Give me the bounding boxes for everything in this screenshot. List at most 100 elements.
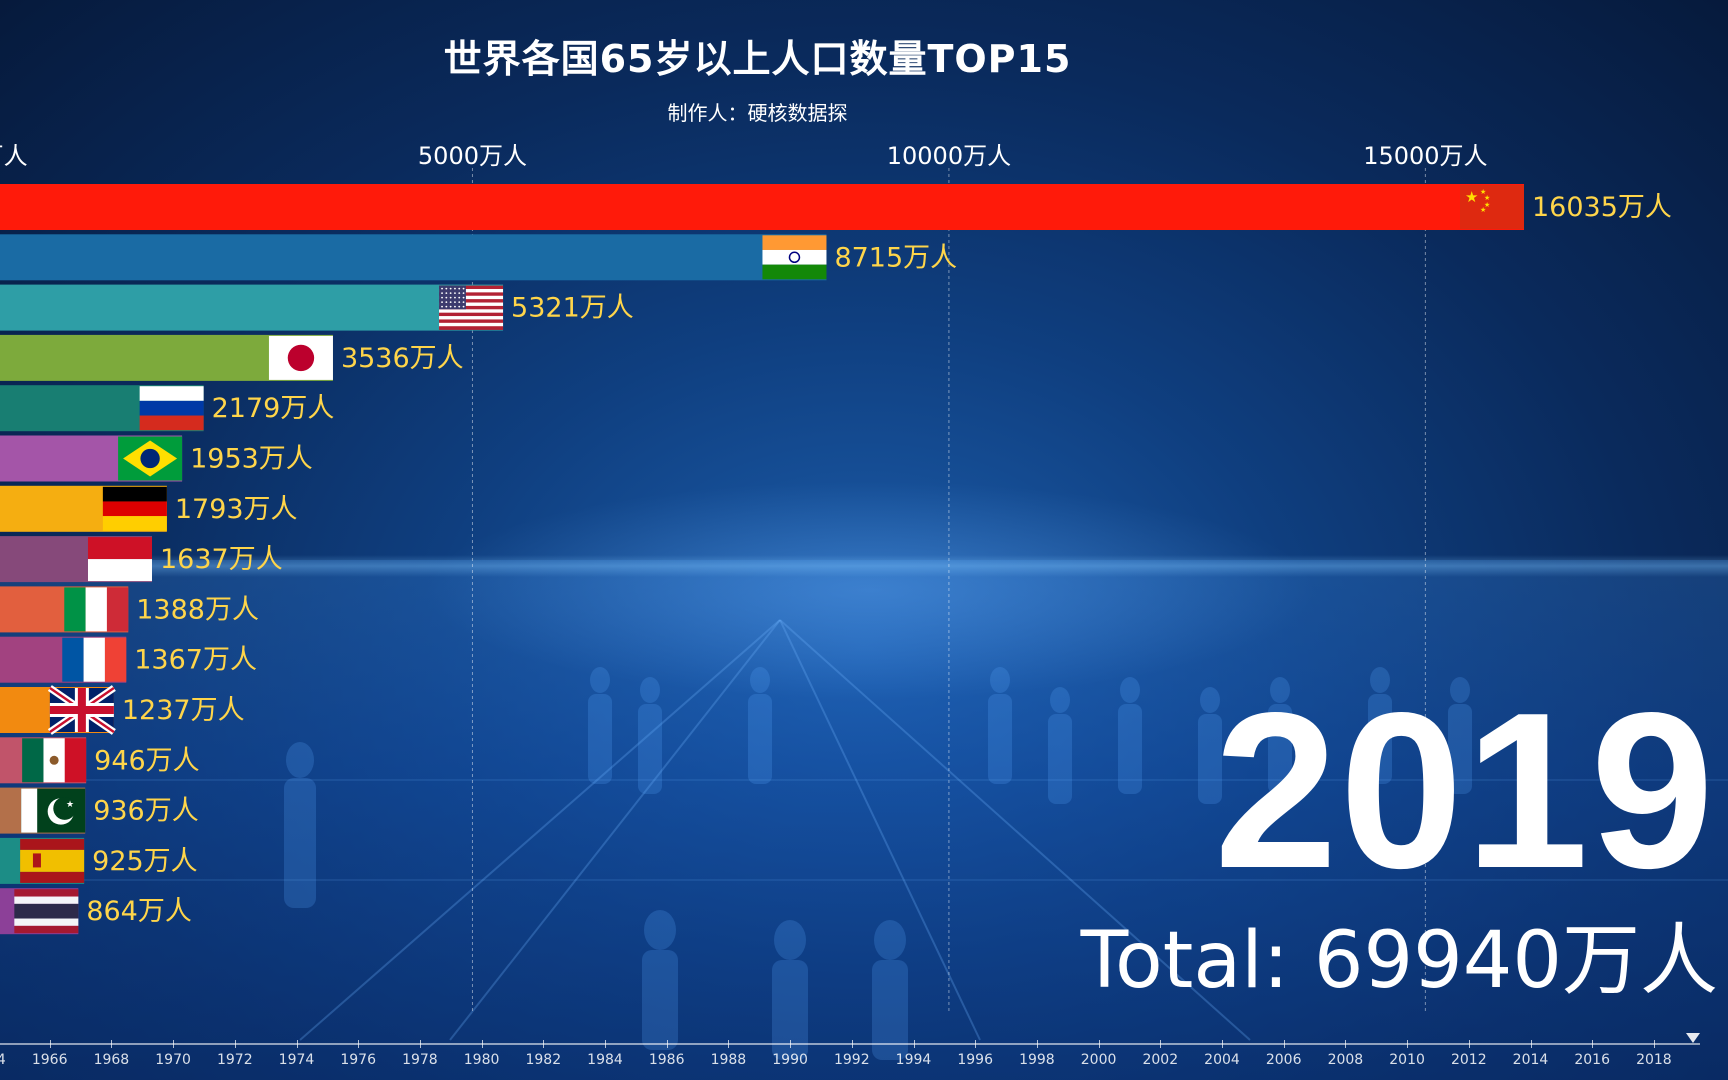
india-flag <box>762 235 827 280</box>
timeline-tick <box>111 1040 113 1048</box>
timeline-tick <box>1160 1040 1162 1048</box>
bar-value-label: 1367万人 <box>134 645 257 676</box>
timeline-year-label[interactable]: 1990 <box>772 1052 808 1068</box>
germany-flag <box>102 486 167 531</box>
background-glow <box>420 480 1320 700</box>
pakistan-flag: ★ <box>21 788 86 833</box>
timeline-tick <box>851 1040 853 1048</box>
timeline-tick <box>1098 1040 1100 1048</box>
timeline-tick <box>296 1040 298 1048</box>
timeline-tick <box>666 1040 668 1048</box>
timeline-tick <box>358 1040 360 1048</box>
timeline-year-label[interactable]: 1982 <box>525 1052 562 1068</box>
bar-value-label: 1388万人 <box>136 594 259 625</box>
timeline-tick <box>481 1040 483 1048</box>
timeline-year-label[interactable]: 1984 <box>587 1052 623 1068</box>
timeline-year-label[interactable]: 1988 <box>710 1052 747 1068</box>
timeline-year-label[interactable]: 2004 <box>1204 1052 1240 1068</box>
svg-text:★: ★ <box>66 800 74 810</box>
background-horizon <box>0 555 1728 577</box>
bar-value-label: 936万人 <box>93 796 199 827</box>
timeline-year-label[interactable]: 2016 <box>1574 1052 1611 1068</box>
bar-chart: 0万人5000万人10000万人15000万人★★★★★16035万人8715万… <box>0 142 1672 935</box>
timeline-tick <box>1345 1040 1347 1048</box>
svg-text:★: ★ <box>1484 201 1490 209</box>
x-axis-tick-label: 10000万人 <box>887 142 1011 170</box>
x-axis-tick-label: 5000万人 <box>418 142 527 170</box>
timeline-tick <box>1222 1040 1223 1048</box>
timeline-year-label[interactable]: 1972 <box>216 1052 253 1068</box>
svg-text:★: ★ <box>1465 188 1478 206</box>
timeline-tick <box>790 1040 792 1048</box>
timeline-track[interactable] <box>0 1043 1700 1045</box>
timeline-tick <box>975 1040 977 1048</box>
timeline-tick <box>1592 1040 1594 1048</box>
x-axis-tick-label: 0万人 <box>0 142 28 170</box>
timeline-tick <box>913 1040 915 1048</box>
chart-title: 世界各国65岁以上人口数量TOP15 <box>443 37 1072 81</box>
timeline-year-label[interactable]: 1992 <box>833 1052 870 1068</box>
timeline-marker-icon[interactable] <box>1686 1033 1700 1043</box>
timeline-year-label[interactable]: 2010 <box>1389 1052 1425 1068</box>
spain-flag <box>20 838 85 883</box>
timeline-year-label[interactable]: 2000 <box>1080 1052 1117 1068</box>
bar-value-label: 1953万人 <box>190 444 313 475</box>
uk-flag <box>47 685 116 735</box>
timeline-year-label[interactable]: 1964 <box>0 1052 6 1068</box>
timeline-tick <box>173 1040 175 1048</box>
timeline-year-label[interactable]: 1966 <box>31 1052 68 1068</box>
bar-value-label: 925万人 <box>92 846 198 877</box>
timeline-tick <box>728 1040 730 1048</box>
bar-value-label: 8715万人 <box>834 242 957 273</box>
bar-value-label: 1637万人 <box>160 544 283 575</box>
thailand-flag <box>14 889 79 934</box>
bar-value-label: 16035万人 <box>1532 192 1672 223</box>
italy-flag <box>64 587 129 632</box>
timeline-year-label[interactable]: 2018 <box>1636 1052 1672 1068</box>
bar-value-label: 3536万人 <box>341 343 464 374</box>
timeline-year-label[interactable]: 1978 <box>402 1052 438 1068</box>
year-timeline[interactable]: 1964 1966 1968 1970 1972 1974 1976 1978 1980 1982… <box>0 1033 1728 1080</box>
timeline-tick <box>234 1040 236 1048</box>
timeline-year-label[interactable]: 2014 <box>1512 1052 1549 1068</box>
timeline-year-label[interactable]: 1998 <box>1019 1052 1055 1068</box>
timeline-tick <box>1530 1040 1532 1048</box>
timeline-year-label[interactable]: 1994 <box>895 1052 932 1068</box>
japan-flag <box>268 335 333 380</box>
total-label: Total: 69940万人 <box>1080 916 1718 1006</box>
timeline-year-label[interactable]: 2008 <box>1327 1052 1364 1068</box>
timeline-tick <box>49 1040 51 1048</box>
timeline-tick <box>419 1040 421 1048</box>
svg-text:★: ★ <box>1480 206 1486 214</box>
bar-value-label: 1237万人 <box>122 695 245 726</box>
timeline-year-label[interactable]: 1970 <box>155 1052 191 1068</box>
x-axis-tick-label: 15000万人 <box>1363 142 1487 170</box>
timeline-year-label[interactable]: 1980 <box>463 1052 500 1068</box>
timeline-year-label[interactable]: 2002 <box>1142 1052 1179 1068</box>
timeline-year-label[interactable]: 1986 <box>648 1052 685 1068</box>
timeline-year-label[interactable]: 1968 <box>93 1052 130 1068</box>
bar-value-label: 1793万人 <box>175 494 298 525</box>
indonesia-flag <box>87 537 152 582</box>
france-flag <box>62 637 127 682</box>
russia-flag <box>139 386 204 431</box>
bar-value-label: 2179万人 <box>212 393 335 424</box>
brazil-flag <box>118 436 183 481</box>
timeline-tick <box>1468 1040 1470 1048</box>
svg-text:★: ★ <box>1480 188 1486 196</box>
timeline-tick <box>605 1040 606 1048</box>
timeline-year-label[interactable]: 1974 <box>278 1052 315 1068</box>
china-flag: ★ ★★★★ <box>1460 185 1524 229</box>
timeline-tick <box>1283 1040 1285 1048</box>
timeline-year-label[interactable]: 1976 <box>340 1052 377 1068</box>
current-year: 2019 <box>1214 667 1716 915</box>
chart-subtitle: 制作人：硬核数据探 <box>667 101 848 125</box>
bar-value-label: 946万人 <box>94 745 200 776</box>
timeline-year-label[interactable]: 2006 <box>1265 1052 1302 1068</box>
timeline-year-label[interactable]: 1996 <box>957 1052 994 1068</box>
timeline-year-label[interactable]: 2012 <box>1450 1052 1487 1068</box>
timeline-tick <box>1036 1040 1038 1048</box>
bar-value-label: 864万人 <box>86 896 192 927</box>
timeline-tick <box>1653 1040 1655 1048</box>
